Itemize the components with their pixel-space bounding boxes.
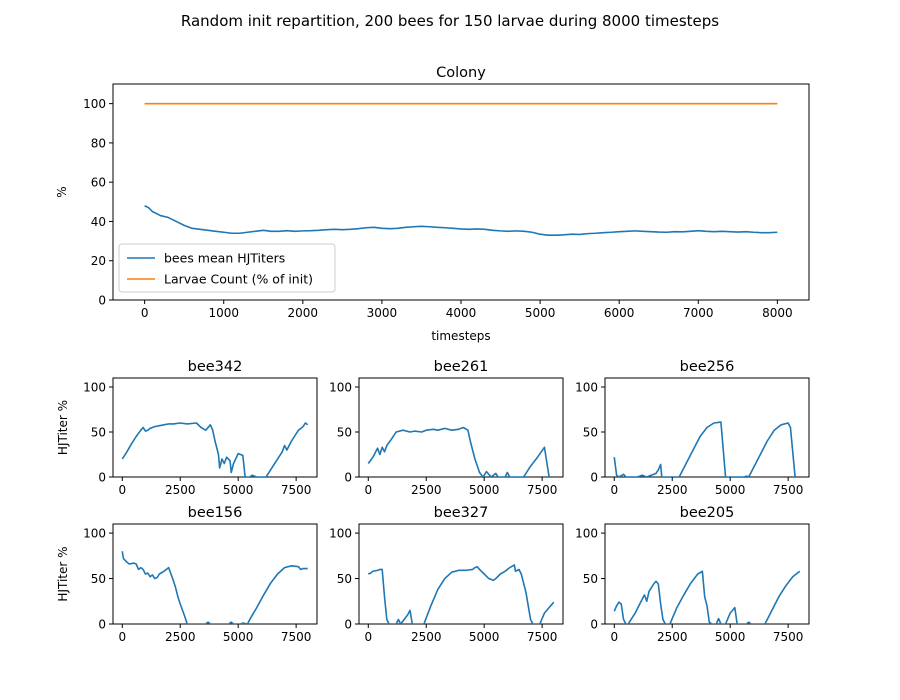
x-tick-label: 5000 bbox=[525, 306, 556, 320]
x-axis-label: timesteps bbox=[431, 329, 490, 343]
chart-1: 0 2500 5000 7500 0 50 100 bee342 HJTiter % bbox=[56, 359, 318, 497]
x-tick-label: 0 bbox=[118, 630, 126, 644]
y-tick-label: 0 bbox=[590, 618, 598, 632]
y-tick-label: 100 bbox=[575, 381, 598, 395]
y-tick-label: 60 bbox=[91, 176, 106, 190]
y-tick-label: 0 bbox=[98, 294, 106, 308]
x-tick-label: 7500 bbox=[527, 630, 558, 644]
y-tick-label: 50 bbox=[91, 572, 106, 586]
axes-title: bee156 bbox=[188, 505, 243, 521]
x-tick-label: 5000 bbox=[223, 630, 254, 644]
x-tick-label: 5000 bbox=[715, 483, 746, 497]
axes-frame bbox=[112, 523, 318, 625]
legend-label-1: Larvae Count (% of init) bbox=[164, 272, 313, 287]
axes-title: bee261 bbox=[434, 359, 489, 375]
y-tick-label: 100 bbox=[329, 381, 352, 395]
x-tick-label: 2500 bbox=[165, 630, 196, 644]
x-tick-label: 2000 bbox=[288, 306, 319, 320]
figure-suptitle: Random init repartition, 200 bees for 15… bbox=[181, 12, 719, 30]
y-tick-label: 40 bbox=[91, 215, 106, 229]
chart-3: 0 2500 5000 7500 0 50 100 bee256 bbox=[575, 359, 810, 497]
y-tick-label: 0 bbox=[98, 618, 106, 632]
y-tick-label: 0 bbox=[344, 618, 352, 632]
y-tick-label: 100 bbox=[83, 527, 106, 541]
y-tick-label: 0 bbox=[590, 471, 598, 485]
series-line-0 bbox=[613, 570, 801, 624]
x-tick-label: 0 bbox=[364, 483, 372, 497]
x-tick-label: 1000 bbox=[208, 306, 239, 320]
axes-title: bee342 bbox=[188, 359, 243, 375]
y-tick-label: 50 bbox=[337, 426, 352, 440]
x-tick-label: 0 bbox=[610, 630, 618, 644]
series-line-0 bbox=[367, 564, 555, 624]
series-line-0 bbox=[121, 422, 309, 477]
x-tick-label: 2500 bbox=[657, 483, 688, 497]
chart-0: 0 1000 2000 3000 4000 5000 6000 7000 8000 0 20 40 60… bbox=[55, 65, 810, 343]
x-tick-label: 7500 bbox=[281, 630, 312, 644]
x-tick-label: 2500 bbox=[411, 483, 442, 497]
x-tick-label: 0 bbox=[364, 630, 372, 644]
axes-frame bbox=[358, 523, 564, 625]
x-tick-label: 7500 bbox=[527, 483, 558, 497]
y-tick-label: 0 bbox=[98, 471, 106, 485]
x-tick-label: 8000 bbox=[762, 306, 793, 320]
axes-title: bee256 bbox=[680, 359, 735, 375]
x-tick-label: 4000 bbox=[446, 306, 477, 320]
legend-label-0: bees mean HJTiters bbox=[164, 251, 285, 266]
legend-box bbox=[118, 243, 336, 293]
series-line-0 bbox=[144, 205, 778, 236]
axes-frame bbox=[358, 377, 564, 478]
axes-title: bee205 bbox=[680, 505, 735, 521]
x-tick-label: 2500 bbox=[657, 630, 688, 644]
y-tick-label: 20 bbox=[91, 254, 106, 268]
axes-frame bbox=[604, 377, 810, 478]
series-line-0 bbox=[613, 421, 796, 477]
x-tick-label: 5000 bbox=[715, 630, 746, 644]
legend: bees mean HJTiters Larvae Count (% of ini… bbox=[118, 243, 336, 293]
chart-4: 0 2500 5000 7500 0 50 100 bee156 HJTiter % bbox=[56, 505, 318, 644]
y-tick-label: 50 bbox=[337, 572, 352, 586]
axes-frame bbox=[604, 523, 810, 625]
y-axis-label: HJTiter % bbox=[56, 400, 70, 455]
y-axis-label: HJTiter % bbox=[56, 546, 70, 601]
x-tick-label: 2500 bbox=[411, 630, 442, 644]
y-axis-label: % bbox=[55, 186, 69, 197]
x-tick-label: 7500 bbox=[281, 483, 312, 497]
y-tick-label: 50 bbox=[583, 572, 598, 586]
chart-5: 0 2500 5000 7500 0 50 100 bee327 bbox=[329, 505, 564, 644]
y-tick-label: 100 bbox=[83, 381, 106, 395]
x-tick-label: 3000 bbox=[367, 306, 398, 320]
axes-frame bbox=[112, 377, 318, 478]
series-line-0 bbox=[367, 426, 550, 477]
y-tick-label: 50 bbox=[91, 426, 106, 440]
x-tick-label: 0 bbox=[141, 306, 149, 320]
x-tick-label: 0 bbox=[118, 483, 126, 497]
x-tick-label: 7500 bbox=[773, 483, 804, 497]
y-tick-label: 0 bbox=[344, 471, 352, 485]
series-line-0 bbox=[121, 551, 308, 624]
y-tick-label: 100 bbox=[329, 527, 352, 541]
axes-title: Colony bbox=[436, 65, 486, 81]
x-tick-label: 5000 bbox=[469, 630, 500, 644]
chart-2: 0 2500 5000 7500 0 50 100 bee261 bbox=[329, 359, 564, 497]
x-tick-label: 7000 bbox=[683, 306, 714, 320]
x-tick-label: 5000 bbox=[469, 483, 500, 497]
y-tick-label: 80 bbox=[91, 136, 106, 150]
y-tick-label: 100 bbox=[575, 527, 598, 541]
x-tick-label: 2500 bbox=[165, 483, 196, 497]
y-tick-label: 50 bbox=[583, 426, 598, 440]
x-tick-label: 6000 bbox=[604, 306, 635, 320]
chart-6: 0 2500 5000 7500 0 50 100 bee205 bbox=[575, 505, 810, 644]
y-tick-label: 100 bbox=[83, 97, 106, 111]
x-tick-label: 0 bbox=[610, 483, 618, 497]
x-tick-label: 7500 bbox=[773, 630, 804, 644]
x-tick-label: 5000 bbox=[223, 483, 254, 497]
axes-title: bee327 bbox=[434, 505, 489, 521]
